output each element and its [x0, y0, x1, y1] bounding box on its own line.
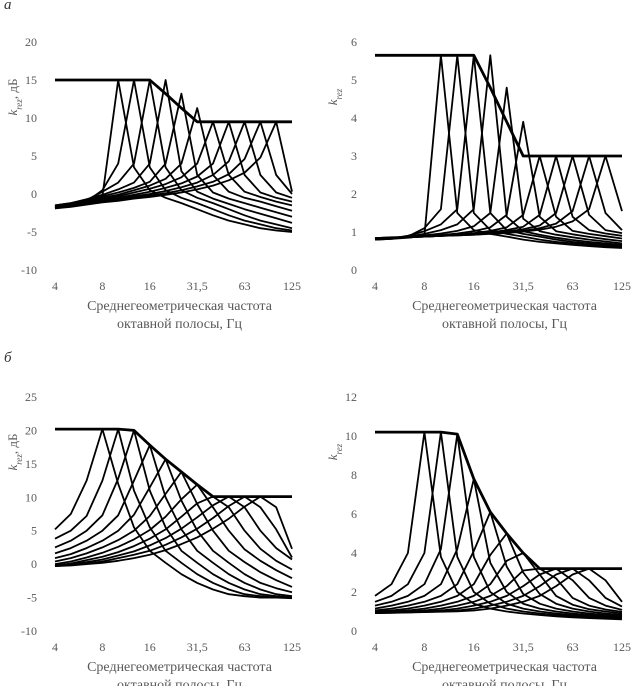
b-left-series-5 — [54, 458, 293, 594]
b-right-ytick-label: 12 — [345, 390, 357, 404]
b-right-series-2 — [374, 431, 623, 620]
panel-letter-a: а — [4, 0, 12, 13]
a-left-xlabel-line1: Среднегеометрическая частота — [87, 299, 273, 314]
a-left-ytick-label: 5 — [31, 149, 37, 163]
a-right-xtick-label: 4 — [372, 279, 378, 293]
b-left-envelope — [55, 427, 292, 499]
b-left-xtick-label: 31,5 — [187, 640, 208, 654]
b-right-ytick-label: 4 — [351, 546, 357, 560]
panel-letter-b: б — [4, 350, 12, 366]
b-left-ytick-label: -5 — [27, 591, 37, 605]
b-left-xtick-label: 8 — [99, 640, 105, 654]
a-right-xlabel-line2: октавной полосы, Гц — [442, 317, 568, 332]
b-right-series-11 — [374, 567, 623, 614]
b-right-ylabel: krez — [325, 443, 344, 460]
a-left-ytick-label: -5 — [27, 225, 37, 239]
a-left-series-11 — [54, 120, 293, 210]
a-left-ytick-label: 20 — [25, 35, 37, 49]
a-left-ytick-label: 0 — [31, 187, 37, 201]
a-right-series-11 — [374, 155, 623, 239]
b-left-series-7 — [54, 483, 293, 580]
a-right-xtick-label: 125 — [613, 279, 631, 293]
a-right-ytick-label: 0 — [351, 263, 357, 277]
a-left-xtick-label: 125 — [283, 279, 301, 293]
b-right-series-7 — [374, 552, 623, 615]
b-left-series-6 — [54, 470, 293, 588]
a-left-series-1 — [54, 79, 293, 233]
b-left-ytick-label: 25 — [25, 390, 37, 404]
a-left-xtick-label: 31,5 — [187, 279, 208, 293]
b-left-ytick-label: 15 — [25, 457, 37, 471]
b-right-ytick-label: 10 — [345, 429, 357, 443]
b-right-series-6 — [374, 532, 623, 616]
b-right-envelope — [375, 430, 622, 570]
a-right-xtick-label: 63 — [567, 279, 579, 293]
b-left-ytick-label: 5 — [31, 524, 37, 538]
a-left-ytick-label: 10 — [25, 111, 37, 125]
a-right-envelope — [375, 53, 622, 158]
a-left-series-5 — [54, 92, 293, 218]
a-left-xtick-label: 63 — [239, 279, 251, 293]
b-right-xlabel-line1: Среднегеометрическая частота — [412, 660, 598, 675]
b-left-xlabel-line1: Среднегеометрическая частота — [87, 660, 273, 675]
b-left-xtick-label: 4 — [52, 640, 58, 654]
b-right-series-4 — [374, 477, 623, 619]
a-right-xtick-label: 16 — [468, 279, 480, 293]
b-left-ytick-label: 20 — [25, 423, 37, 437]
b-right-ytick-label: 8 — [351, 468, 357, 482]
b-right-xtick-label: 16 — [468, 640, 480, 654]
b-right-ytick-label: 2 — [351, 585, 357, 599]
b-left-xlabel-line2: октавной полосы, Гц — [117, 678, 243, 686]
a-right-ytick-label: 5 — [351, 73, 357, 87]
b-left-series-9 — [54, 495, 293, 567]
b-right-series-5 — [374, 511, 623, 618]
b-right-xtick-label: 63 — [567, 640, 579, 654]
a-right-xtick-label: 8 — [421, 279, 427, 293]
a-right-ytick-label: 4 — [351, 111, 357, 125]
a-right-xtick-label: 31,5 — [513, 279, 534, 293]
a-right-ytick-label: 1 — [351, 225, 357, 239]
b-left-xtick-label: 16 — [144, 640, 156, 654]
a-right-xlabel-line1: Среднегеометрическая частота — [412, 299, 598, 314]
a-left-xtick-label: 4 — [52, 279, 58, 293]
a-right-ytick-label: 3 — [351, 149, 357, 163]
b-left-ylabel: krez, дБ — [5, 433, 24, 470]
b-left-ytick-label: 10 — [25, 490, 37, 504]
b-right-xtick-label: 8 — [421, 640, 427, 654]
b-left-series-4 — [54, 444, 293, 598]
a-left-xlabel-line2: октавной полосы, Гц — [117, 317, 243, 332]
a-left-ytick-label: 15 — [25, 73, 37, 87]
a-left-series-6 — [54, 107, 293, 212]
a-right-ytick-label: 2 — [351, 187, 357, 201]
b-left-series-2 — [54, 428, 292, 599]
b-left-series-11 — [54, 495, 293, 567]
a-left-ytick-label: -10 — [21, 263, 37, 277]
b-right-ytick-label: 6 — [351, 507, 357, 521]
b-left-ytick-label: -10 — [21, 624, 37, 638]
a-left-ylabel: krez, дБ — [5, 78, 24, 115]
b-right-xtick-label: 125 — [613, 640, 631, 654]
a-left-xtick-label: 8 — [99, 279, 105, 293]
b-right-xlabel-line2: октавной полосы, Гц — [442, 678, 568, 686]
b-left-ytick-label: 0 — [31, 557, 37, 571]
b-right-xtick-label: 31,5 — [513, 640, 534, 654]
a-left-envelope — [55, 78, 292, 124]
b-right-ytick-label: 0 — [351, 624, 357, 638]
b-right-series-3 — [374, 433, 623, 619]
a-right-ytick-label: 6 — [351, 35, 357, 49]
a-left-xtick-label: 16 — [144, 279, 156, 293]
b-left-series-8 — [54, 495, 293, 571]
b-left-series-3 — [54, 429, 293, 599]
b-left-xtick-label: 125 — [283, 640, 301, 654]
b-right-xtick-label: 4 — [372, 640, 378, 654]
b-left-series-1 — [54, 428, 293, 600]
a-right-ylabel: krez — [325, 88, 344, 105]
b-left-xtick-label: 63 — [239, 640, 251, 654]
a-left-series-3 — [54, 79, 293, 230]
